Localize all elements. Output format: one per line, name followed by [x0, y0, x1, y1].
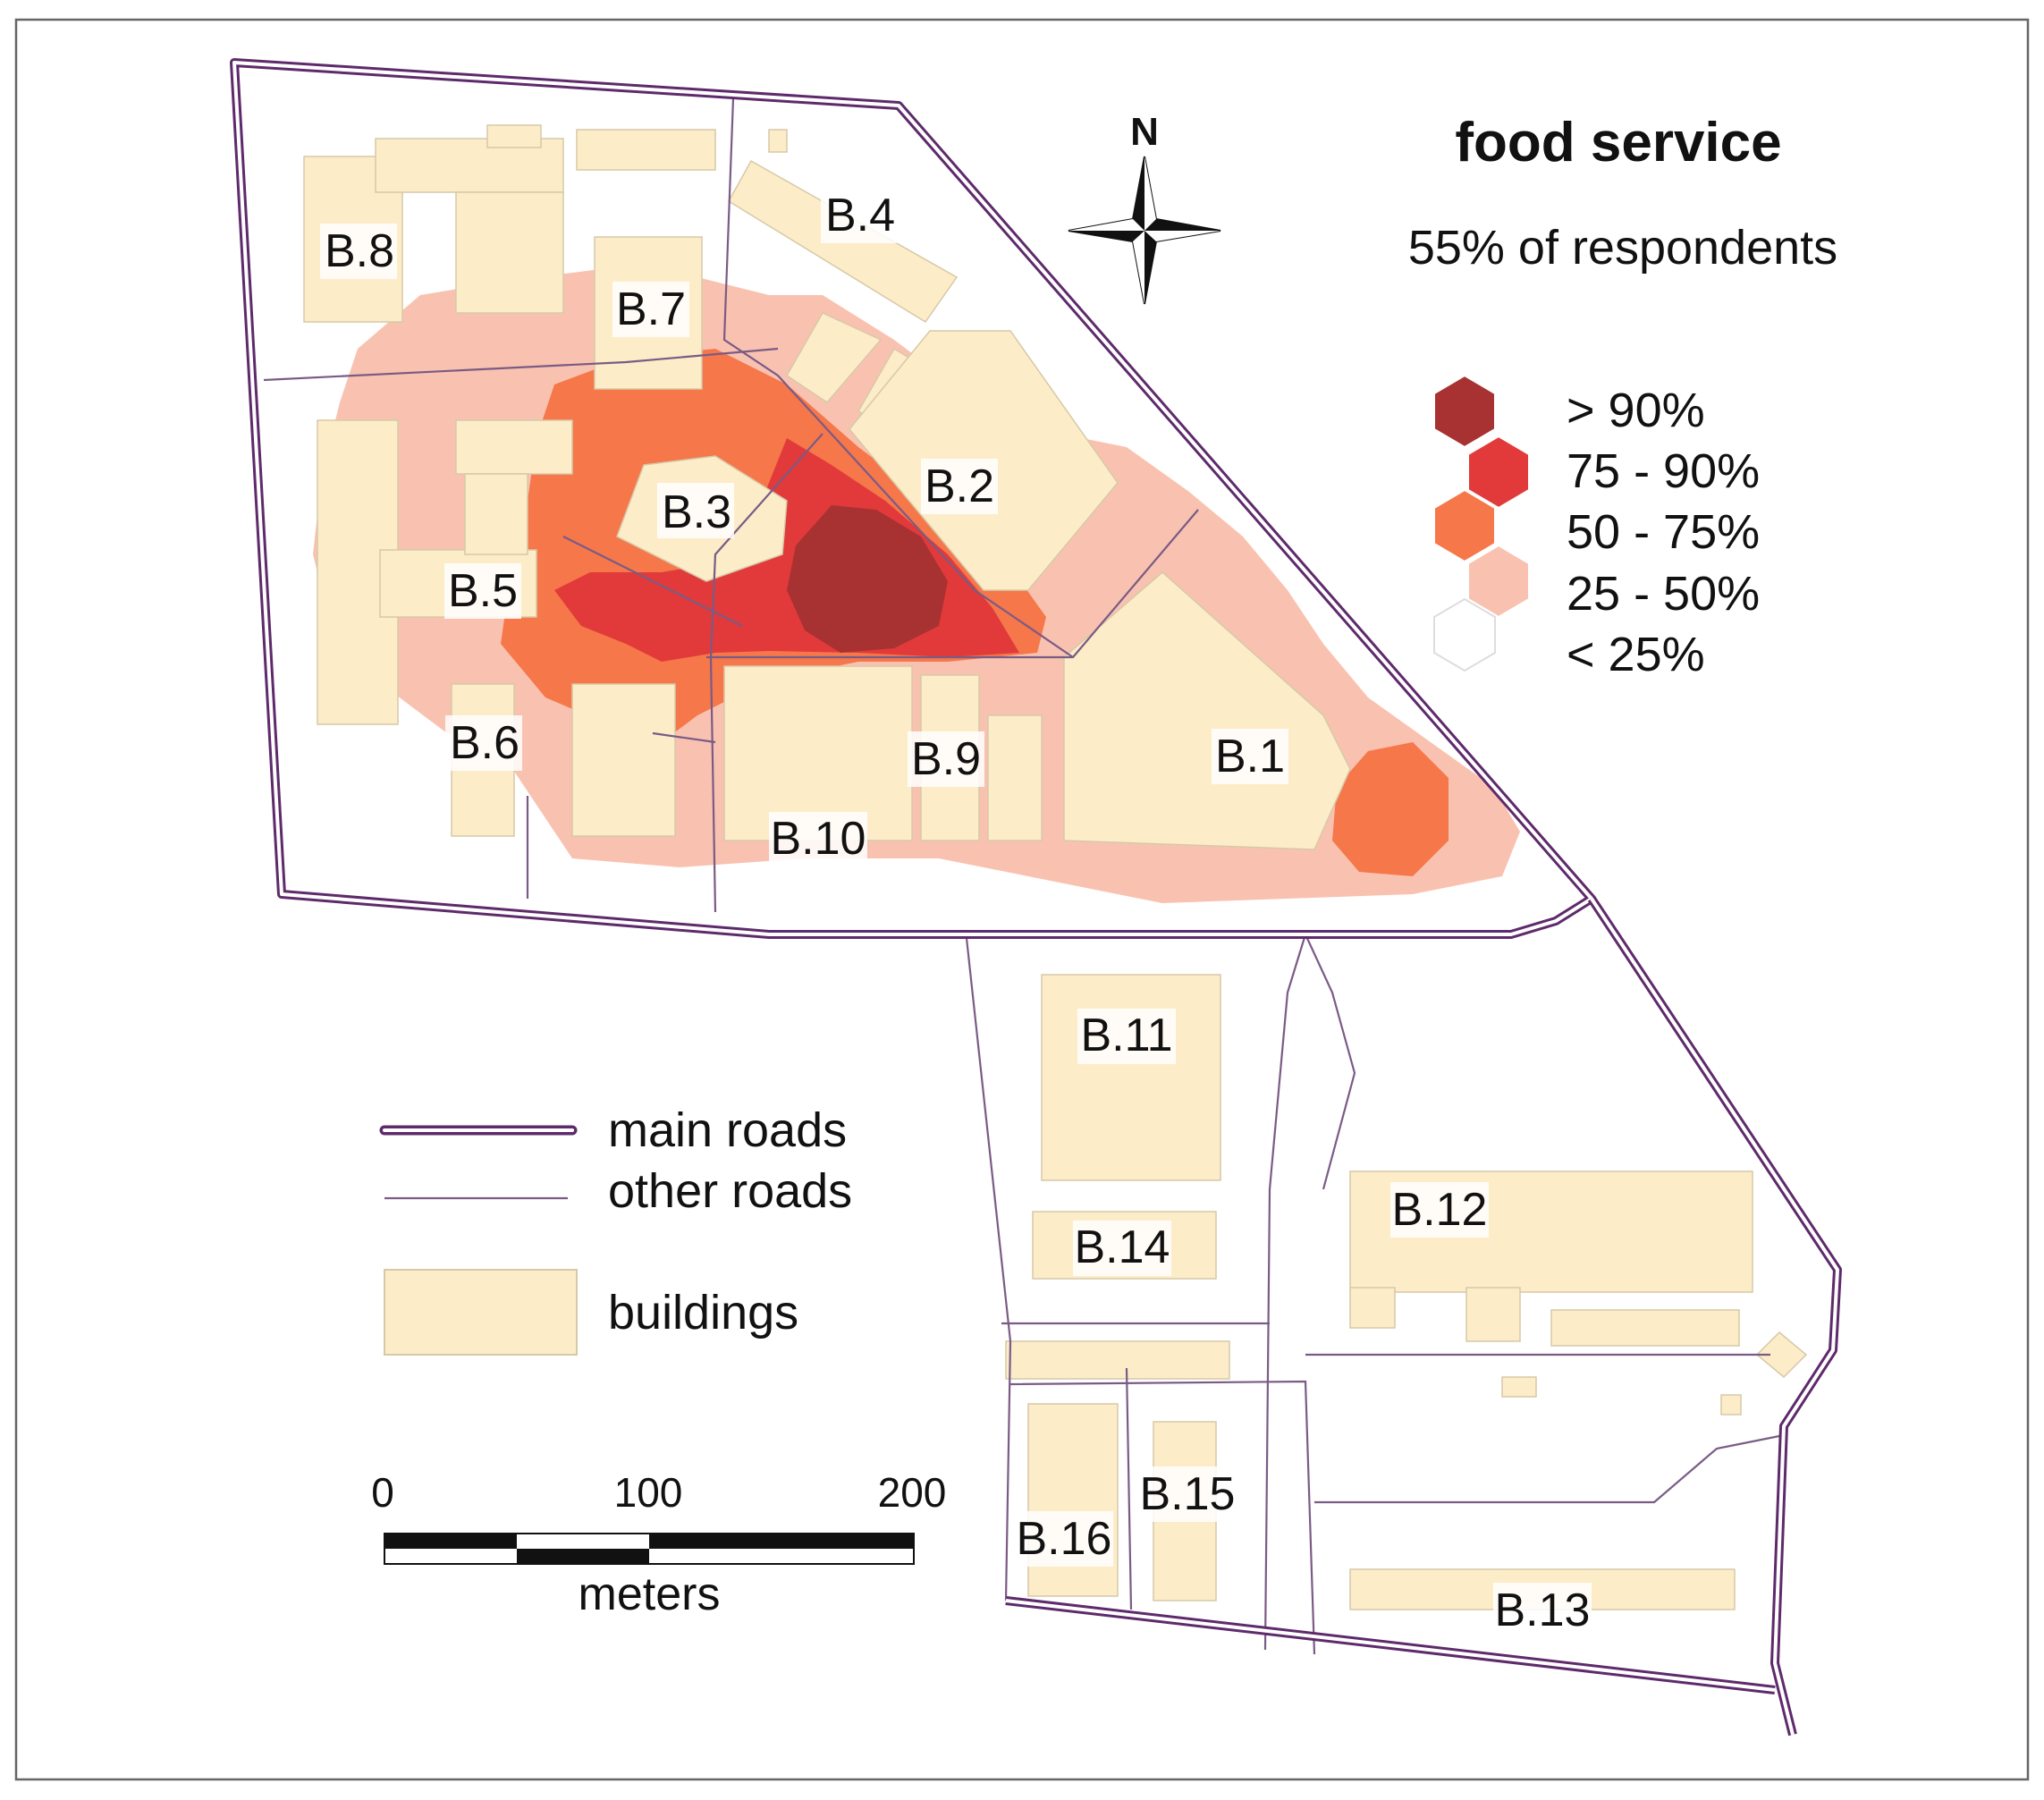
building-south-1 — [571, 683, 676, 837]
heat-zone-over-90 — [787, 505, 948, 653]
legend-swatch-75-90 — [1467, 435, 1530, 510]
building-row — [1005, 1340, 1230, 1380]
legend-label-under-25: < 25% — [1567, 628, 1705, 681]
label-b16: B.16 — [1017, 1513, 1112, 1565]
label-b14: B.14 — [1075, 1221, 1170, 1273]
building-b5-north — [455, 419, 573, 475]
legend-buildings: buildings — [608, 1286, 798, 1339]
legend-swatch-50-75 — [1433, 488, 1496, 563]
legend-label-25-50: 25 - 50% — [1567, 567, 1760, 621]
label-b11: B.11 — [1080, 1010, 1172, 1061]
map-subtitle: 55% of respondents — [1408, 221, 1837, 275]
legend-building-symbol — [384, 1269, 578, 1356]
scale-tick-100: 100 — [614, 1469, 683, 1516]
building-top-1 — [486, 124, 542, 148]
label-b10: B.10 — [771, 813, 866, 865]
label-b12: B.12 — [1392, 1184, 1488, 1236]
north-arrow: N — [1068, 110, 1221, 305]
label-b7: B.7 — [616, 283, 686, 335]
scale-tick-0: 0 — [371, 1469, 394, 1516]
legend-label-50-75: 50 - 75% — [1567, 505, 1760, 559]
building-top-3 — [768, 129, 788, 153]
building-diag-1 — [786, 312, 883, 403]
legend-label-over-90: > 90% — [1567, 384, 1705, 437]
building-b12-annex — [1550, 1309, 1740, 1347]
label-b13: B.13 — [1495, 1585, 1591, 1636]
building-b12-south — [1465, 1287, 1521, 1342]
main-roads-layer — [230, 58, 1842, 1737]
building-small-3 — [1755, 1331, 1808, 1379]
label-b5: B.5 — [448, 565, 518, 617]
scale-tick-200: 200 — [878, 1469, 947, 1516]
north-label: N — [1130, 110, 1159, 154]
heat-zone-50-75-east — [1332, 742, 1449, 876]
scale-bar: 0 100 200 meters — [371, 1469, 946, 1620]
building-small-1 — [1501, 1376, 1537, 1398]
label-b15: B.15 — [1140, 1468, 1236, 1520]
legend-label-75-90: 75 - 90% — [1567, 444, 1760, 498]
building-b10 — [723, 665, 913, 841]
legend-swatch-over-90 — [1433, 374, 1496, 449]
legend-main-roads: main roads — [608, 1103, 847, 1157]
building-b16 — [1027, 1403, 1119, 1597]
building-labels: B.8 B.7 B.4 B.2 B.3 B.5 B.6 B.9 B.10 B.1… — [320, 188, 1592, 1638]
building-b12-west — [1349, 1287, 1396, 1329]
label-b6: B.6 — [450, 717, 519, 769]
building-b5-east — [464, 473, 528, 555]
legend-other-roads: other roads — [608, 1164, 852, 1218]
feature-legend: main roads other roads buildings — [379, 1103, 852, 1356]
map-title: food service — [1455, 112, 1781, 173]
label-b3: B.3 — [662, 486, 731, 538]
label-b4: B.4 — [825, 190, 895, 241]
scale-unit: meters — [579, 1568, 721, 1620]
legend-swatch-under-25 — [1433, 597, 1496, 672]
building-small-2 — [1720, 1394, 1742, 1415]
label-b9: B.9 — [911, 733, 981, 785]
other-roads-layer — [263, 97, 1785, 1655]
density-legend: > 90% 75 - 90% 50 - 75% 25 - 50% < 25% — [1433, 374, 1760, 681]
label-b1: B.1 — [1215, 731, 1285, 782]
building-b11 — [1041, 974, 1221, 1181]
building-b9-east — [987, 714, 1043, 841]
label-b8: B.8 — [325, 225, 394, 277]
building-top-2 — [576, 129, 716, 171]
legend-swatch-25-50 — [1467, 544, 1530, 619]
building-b8-annex — [455, 191, 564, 314]
label-b2: B.2 — [925, 461, 994, 512]
